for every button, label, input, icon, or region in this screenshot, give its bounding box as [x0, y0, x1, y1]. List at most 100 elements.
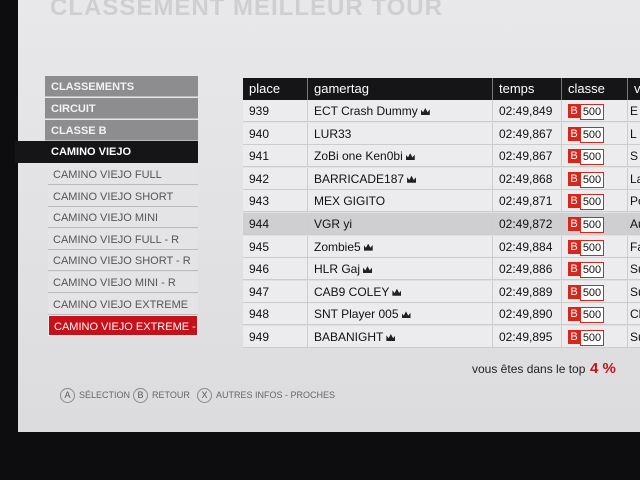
rank-value: 4 %	[590, 360, 616, 377]
class-pi: 500	[580, 171, 604, 188]
crown-icon	[405, 153, 415, 161]
menu-item[interactable]: CAMINO VIEJO FULL - R	[48, 228, 198, 250]
gamertag-cell[interactable]: MEX GIGITO	[308, 190, 493, 213]
class-cell: B 500	[562, 190, 628, 213]
place-cell: 941	[243, 145, 308, 168]
place-cell: 945	[243, 235, 308, 258]
menu-item[interactable]: CAMINO VIEJO FULL	[48, 164, 198, 185]
crown-icon	[392, 288, 402, 296]
menu-active[interactable]: CAMINO VIEJO	[15, 141, 198, 163]
class-pi: 500	[580, 330, 604, 346]
place-cell: 943	[243, 190, 308, 213]
class-pi: 500	[580, 149, 604, 166]
crown-icon	[401, 311, 411, 319]
gamertag-cell[interactable]: ECT Crash Dummy	[308, 100, 493, 122]
gamertag-cell[interactable]: CAB9 COLEY	[308, 280, 493, 303]
extra-cell: E	[628, 100, 640, 122]
class-pi: 500	[580, 217, 604, 233]
menu-item[interactable]: CAMINO VIEJO MINI	[48, 207, 198, 229]
time-cell: 02:49,872	[493, 213, 562, 235]
time-cell: 02:49,889	[493, 280, 562, 303]
menu-item[interactable]: CAMINO VIEJO SHORT - R	[48, 250, 198, 272]
gamertag: SNT Player 005	[314, 307, 399, 322]
gamertag: Zombie5	[314, 239, 361, 254]
gamertag: VGR yi	[314, 217, 353, 231]
class-cell: B 500	[562, 303, 628, 326]
class-cell: B 500	[562, 213, 628, 235]
class-cell: B 500	[562, 258, 628, 281]
gamertag: ECT Crash Dummy	[314, 104, 418, 118]
class-letter: B	[568, 330, 580, 344]
class-cell: B 500	[562, 145, 628, 168]
time-cell: 02:49,871	[493, 190, 562, 213]
class-letter: B	[568, 104, 580, 118]
button-hint[interactable]: B RETOUR	[133, 388, 190, 403]
extra-cell: Fa	[628, 235, 640, 258]
menu-item[interactable]: CAMINO VIEJO EXTREME - R	[48, 315, 198, 337]
column-header: classe	[562, 78, 628, 100]
class-pi: 500	[580, 126, 604, 143]
column-header: place	[243, 78, 308, 100]
crown-icon	[363, 266, 373, 274]
menu-item[interactable]: CAMINO VIEJO SHORT	[48, 185, 198, 207]
place-cell: 946	[243, 258, 308, 281]
menu-section[interactable]: CLASSEMENTS	[45, 76, 198, 97]
button-key: X	[197, 388, 212, 403]
button-key: A	[60, 388, 75, 403]
gamertag: CAB9 COLEY	[314, 284, 390, 299]
class-pi: 500	[580, 262, 604, 279]
gamertag-cell[interactable]: BARRICADE187	[308, 167, 493, 190]
place-cell: 942	[243, 167, 308, 190]
button-hint[interactable]: A SÉLECTION	[60, 388, 130, 403]
time-cell: 02:49,890	[493, 303, 562, 326]
crown-icon	[363, 243, 373, 251]
class-letter: B	[568, 149, 580, 164]
column-header: gamertag	[308, 78, 493, 100]
class-cell: B 500	[562, 326, 628, 348]
gamertag-cell[interactable]: BABANIGHT	[308, 326, 493, 348]
menu-item[interactable]: CAMINO VIEJO EXTREME	[48, 293, 198, 315]
class-letter: B	[568, 284, 580, 299]
class-letter: B	[568, 126, 580, 141]
button-hint[interactable]: X AUTRES INFOS - PROCHES	[197, 388, 335, 403]
extra-cell: L	[628, 122, 640, 145]
extra-cell: La	[628, 167, 640, 190]
extra-cell: Che	[628, 303, 640, 326]
time-cell: 02:49,867	[493, 122, 562, 145]
place-cell: 940	[243, 122, 308, 145]
gamertag-cell[interactable]: HLR Gaj	[308, 258, 493, 281]
gamertag-cell[interactable]: LUR33	[308, 122, 493, 145]
gamertag-cell[interactable]: VGR yi	[308, 213, 493, 235]
gamertag: ZoBi one Ken0bi	[314, 149, 403, 164]
crown-icon	[407, 175, 417, 183]
gamertag: BARRICADE187	[314, 171, 405, 186]
title: CLASSEMENT MEILLEUR TOUR	[50, 0, 443, 21]
gamertag-cell[interactable]: ZoBi one Ken0bi	[308, 145, 493, 168]
extra-cell: Sub	[628, 280, 640, 303]
crown-icon	[420, 108, 430, 115]
gamertag-cell[interactable]: Zombie5	[308, 235, 493, 258]
button-label: SÉLECTION	[79, 390, 131, 400]
class-pi: 500	[580, 104, 604, 120]
class-cell: B 500	[562, 100, 628, 122]
menu-item[interactable]: CAMINO VIEJO MINI - R	[48, 272, 198, 293]
menu-section[interactable]: CLASSE B	[45, 120, 198, 141]
column-header: temps	[493, 78, 562, 100]
gamertag: LUR33	[314, 126, 352, 141]
class-pi: 500	[580, 239, 604, 256]
time-cell: 02:49,849	[493, 100, 562, 122]
place-cell: 947	[243, 280, 308, 303]
class-letter: B	[568, 239, 580, 254]
time-cell: 02:49,886	[493, 258, 562, 281]
time-cell: 02:49,895	[493, 326, 562, 348]
extra-cell: Sub	[628, 258, 640, 281]
gamertag-cell[interactable]: SNT Player 005	[308, 303, 493, 326]
extra-cell: S	[628, 145, 640, 168]
rank-text: vous êtes dans le top	[472, 362, 586, 376]
extra-cell: Suba	[628, 326, 640, 348]
class-cell: B 500	[562, 280, 628, 303]
menu-section[interactable]: CIRCUIT	[45, 98, 198, 119]
extra-cell: Po	[628, 190, 640, 213]
button-label: AUTRES INFOS - PROCHES	[216, 390, 336, 400]
